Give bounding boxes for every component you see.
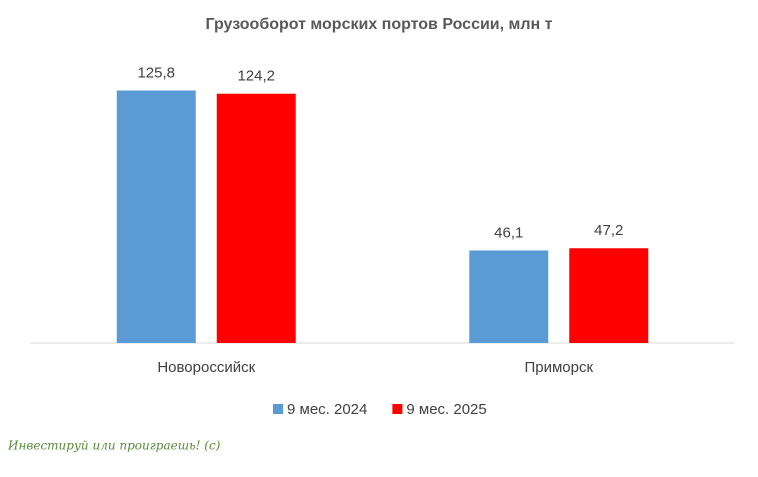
data-label: 125,8	[137, 64, 175, 81]
data-label: 47,2	[594, 222, 623, 239]
watermark: Инвестируй или проиграешь! (с)	[7, 439, 221, 453]
bar	[216, 93, 296, 343]
bar	[469, 250, 549, 343]
legend-swatch	[273, 404, 283, 414]
data-label: 46,1	[494, 224, 523, 241]
legend-label: 9 мес. 2025	[406, 401, 486, 418]
x-tick-label: Приморск	[524, 359, 593, 376]
bar	[569, 248, 649, 343]
data-label: 124,2	[237, 68, 275, 85]
chart-title: Грузооборот морских портов России, млн т	[206, 16, 553, 33]
legend-label: 9 мес. 2024	[287, 401, 367, 418]
bar	[116, 90, 196, 343]
x-tick-label: Новороссийск	[157, 359, 255, 376]
legend-swatch	[392, 404, 403, 414]
